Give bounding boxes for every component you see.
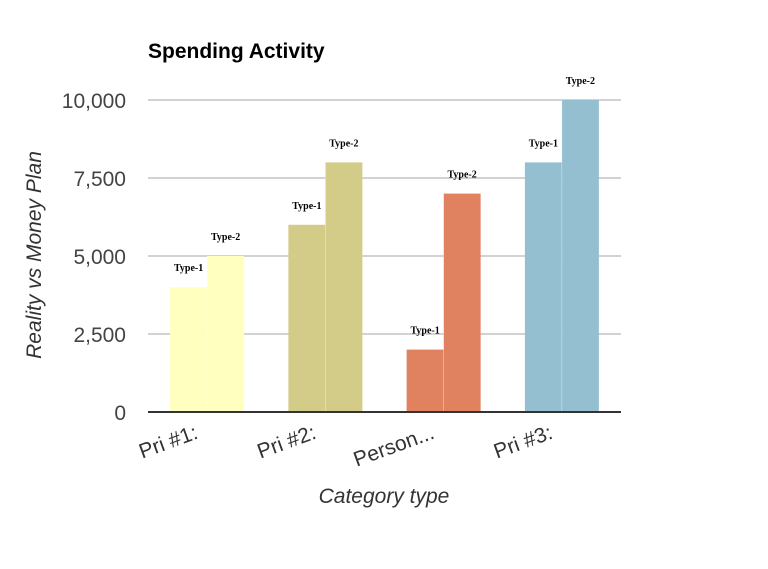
chart-title: Spending Activity [148, 40, 325, 63]
x-axis-ticks: Pri #1: Pri #2: Person... Pri #3: [136, 421, 556, 471]
x-tick-label: Pri #1: [136, 421, 201, 463]
bar-value-label: Type-1 [410, 326, 439, 337]
bar [325, 162, 363, 412]
bar [207, 256, 245, 412]
bar [524, 162, 562, 412]
x-axis-label: Category type [319, 485, 450, 508]
bar-value-label: Type-2 [447, 170, 476, 181]
bar [443, 193, 481, 412]
x-tick-label: Person... [350, 421, 437, 471]
bar [561, 100, 599, 412]
bar [170, 287, 208, 412]
bar [288, 224, 326, 412]
x-tick-label: Pri #2: [254, 421, 319, 463]
bar-value-label: Type-1 [174, 263, 203, 274]
y-axis-label: Reality vs Money Plan [23, 151, 46, 359]
bar-value-label: Type-1 [529, 138, 558, 149]
y-axis-ticks: 0 2,500 5,000 7,500 10,000 [62, 90, 126, 425]
x-tick-label: Pri #3: [491, 421, 556, 463]
bars [170, 100, 599, 412]
y-tick-label: 7,500 [73, 168, 126, 191]
bar-value-label: Type-2 [211, 232, 240, 243]
y-tick-label: 10,000 [62, 90, 126, 113]
y-tick-label: 0 [114, 402, 126, 425]
y-tick-label: 2,500 [73, 324, 126, 347]
bar-value-label: Type-2 [329, 138, 358, 149]
y-tick-label: 5,000 [73, 246, 126, 269]
bar-value-label: Type-2 [566, 76, 595, 87]
bar-labels: Type-1 Type-2 Type-1 Type-2 Type-1 Type-2 Type… [174, 76, 595, 337]
bar [406, 349, 444, 412]
bar-value-label: Type-1 [292, 201, 321, 212]
